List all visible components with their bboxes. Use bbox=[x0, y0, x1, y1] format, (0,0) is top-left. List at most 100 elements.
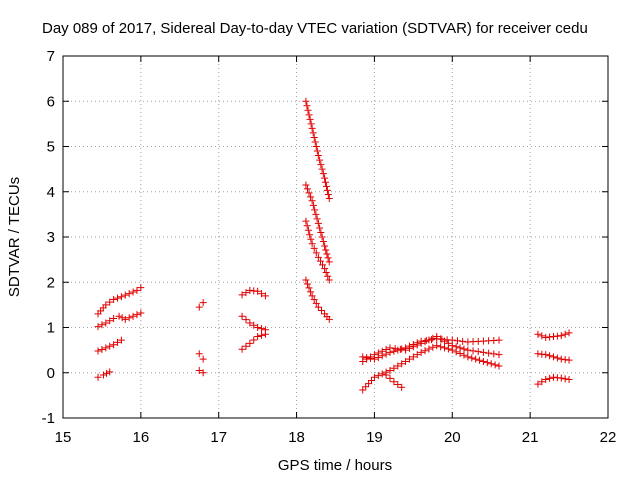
data-point-marker bbox=[103, 369, 111, 377]
y-tick-label: 0 bbox=[47, 365, 55, 382]
data-point-marker bbox=[322, 268, 330, 276]
data-point-marker bbox=[238, 291, 246, 299]
data-point-marker bbox=[314, 253, 322, 261]
data-point-marker bbox=[538, 378, 546, 386]
data-point-marker bbox=[314, 152, 322, 160]
data-point-marker bbox=[195, 366, 203, 374]
data-point-marker bbox=[242, 342, 250, 350]
data-point-marker bbox=[317, 161, 325, 169]
series-arc-d2 bbox=[302, 181, 333, 266]
data-point-marker bbox=[550, 353, 557, 361]
data-point-marker bbox=[319, 261, 327, 269]
series-arc-b3 bbox=[195, 366, 207, 377]
series-arc-d1 bbox=[302, 97, 333, 203]
data-point-marker bbox=[460, 351, 468, 359]
y-tick-label: 4 bbox=[47, 184, 55, 201]
data-point-marker bbox=[495, 362, 503, 370]
data-point-marker bbox=[323, 250, 331, 258]
data-point-marker bbox=[472, 355, 480, 363]
data-point-marker bbox=[238, 345, 246, 353]
data-point-marker bbox=[302, 97, 310, 105]
plot-frame bbox=[62, 55, 609, 419]
data-point-marker bbox=[114, 294, 121, 302]
data-point-marker bbox=[129, 312, 137, 320]
data-point-marker bbox=[565, 329, 573, 337]
data-point-marker bbox=[437, 335, 445, 343]
x-axis-title: GPS time / hours bbox=[278, 457, 392, 474]
data-point-marker bbox=[304, 106, 312, 114]
data-point-marker bbox=[323, 186, 331, 194]
data-point-marker bbox=[258, 331, 266, 339]
data-point-marker bbox=[437, 343, 445, 351]
data-point-marker bbox=[303, 185, 311, 193]
x-tick-label: 21 bbox=[522, 429, 539, 446]
data-point-marker bbox=[125, 314, 133, 322]
data-point-marker bbox=[370, 351, 378, 359]
data-point-marker bbox=[242, 289, 250, 297]
data-point-marker bbox=[319, 238, 327, 246]
data-point-marker bbox=[464, 346, 472, 354]
data-point-marker bbox=[322, 182, 330, 190]
series-arc-d3 bbox=[302, 217, 333, 284]
data-point-marker bbox=[250, 336, 258, 344]
data-point-marker bbox=[417, 348, 425, 356]
data-point-marker bbox=[312, 299, 320, 307]
data-point-marker bbox=[452, 348, 460, 356]
data-point-marker bbox=[246, 339, 254, 347]
data-point-marker bbox=[321, 174, 329, 182]
data-point-marker bbox=[115, 312, 123, 320]
data-point-marker bbox=[137, 309, 145, 317]
data-point-marker bbox=[398, 383, 406, 391]
x-tick-label: 19 bbox=[366, 429, 383, 446]
y-tick-label: 7 bbox=[47, 48, 55, 65]
data-point-marker bbox=[429, 334, 437, 342]
data-point-marker bbox=[557, 374, 565, 382]
data-point-marker bbox=[319, 170, 327, 178]
series-arc-f1 bbox=[534, 329, 573, 341]
data-point-marker bbox=[394, 381, 402, 389]
data-point-marker bbox=[391, 345, 399, 353]
data-point-marker bbox=[390, 364, 398, 372]
data-point-marker bbox=[321, 242, 329, 250]
series-arc-b2 bbox=[195, 350, 207, 363]
series-arc-f3 bbox=[534, 373, 573, 388]
data-point-marker bbox=[368, 376, 376, 384]
data-point-marker bbox=[538, 332, 546, 340]
data-point-marker bbox=[310, 244, 318, 252]
data-point-marker bbox=[409, 343, 417, 351]
data-point-marker bbox=[495, 351, 503, 359]
data-point-marker bbox=[310, 296, 318, 304]
data-point-marker bbox=[542, 376, 550, 384]
data-point-marker bbox=[258, 325, 266, 333]
data-point-marker bbox=[302, 217, 310, 225]
data-point-marker bbox=[312, 143, 320, 150]
data-point-marker bbox=[468, 354, 476, 362]
series-arc-a3 bbox=[94, 336, 125, 355]
data-point-marker bbox=[483, 359, 491, 367]
data-point-marker bbox=[402, 357, 410, 365]
data-point-marker bbox=[110, 341, 118, 349]
data-point-marker bbox=[254, 287, 262, 295]
data-point-marker bbox=[318, 165, 326, 173]
data-point-marker bbox=[325, 276, 333, 284]
data-point-marker bbox=[106, 298, 114, 306]
data-point-marker bbox=[121, 291, 129, 299]
data-point-marker bbox=[303, 280, 311, 288]
data-point-marker bbox=[98, 345, 106, 353]
data-point-marker bbox=[118, 314, 126, 322]
data-point-marker bbox=[370, 373, 378, 381]
series-arc-a2 bbox=[94, 309, 145, 331]
data-point-marker bbox=[114, 338, 121, 346]
data-point-marker bbox=[479, 357, 487, 365]
data-point-marker bbox=[365, 380, 373, 388]
series-arc-d4 bbox=[302, 276, 333, 323]
data-point-marker bbox=[307, 193, 315, 201]
data-point-marker bbox=[307, 288, 315, 296]
data-point-marker bbox=[386, 374, 394, 382]
data-point-marker bbox=[258, 290, 266, 298]
data-point-marker bbox=[242, 316, 250, 324]
data-point-marker bbox=[303, 222, 311, 230]
data-point-marker bbox=[199, 299, 207, 307]
x-tick-label: 17 bbox=[210, 429, 227, 446]
